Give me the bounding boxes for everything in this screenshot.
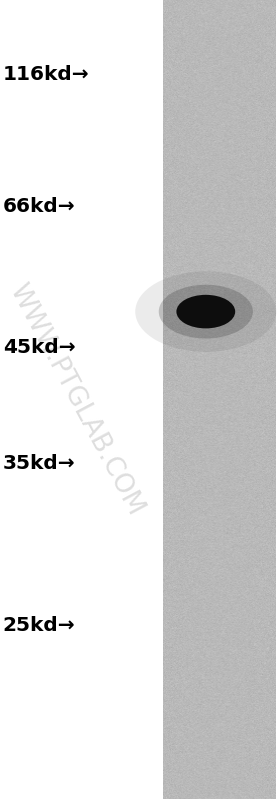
Text: 116kd→: 116kd→ <box>3 65 89 84</box>
Ellipse shape <box>159 284 253 339</box>
Ellipse shape <box>135 272 276 352</box>
Text: 35kd→: 35kd→ <box>3 454 75 473</box>
Text: 45kd→: 45kd→ <box>3 338 75 357</box>
Text: 25kd→: 25kd→ <box>3 616 75 635</box>
Text: WWW.PTGLAB.COM: WWW.PTGLAB.COM <box>3 280 148 519</box>
Ellipse shape <box>176 295 235 328</box>
Text: 66kd→: 66kd→ <box>3 197 75 216</box>
